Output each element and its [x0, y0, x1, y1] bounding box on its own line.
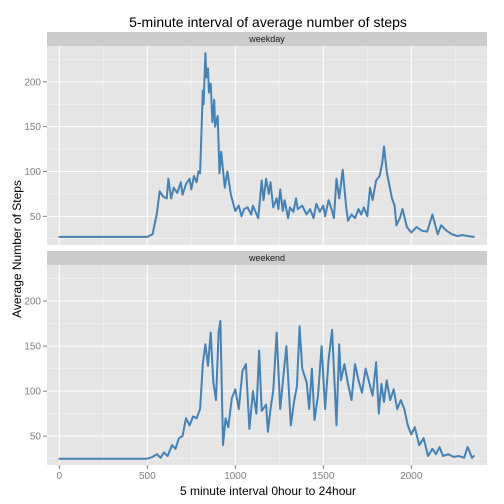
x-tick-label: 1500	[312, 471, 335, 482]
y-tick-label: 200	[24, 77, 41, 88]
x-tick-label: 0	[57, 471, 63, 482]
y-tick-label: 200	[24, 297, 41, 308]
y-tick-label: 100	[24, 387, 41, 398]
strip-weekday	[47, 32, 487, 46]
y-tick-label: 150	[24, 122, 41, 133]
plot-title: 5-minute interval of average number of s…	[129, 14, 407, 30]
panel-weekday: weekday 50 100 150 200	[24, 32, 487, 245]
y-tick-label: 50	[30, 432, 42, 443]
strip-label-weekday: weekday	[248, 34, 285, 44]
y-tick-label: 100	[24, 167, 41, 178]
x-tick-label: 500	[139, 471, 156, 482]
strip-weekend	[47, 251, 487, 265]
series-line-weekday	[58, 52, 475, 238]
panel-background-weekday	[47, 46, 487, 245]
strip-label-weekend: weekend	[248, 253, 285, 263]
y-axis-title: Average Number of Steps	[10, 180, 24, 318]
series-line-weekend	[58, 319, 475, 460]
x-tick-label: 2000	[400, 471, 423, 482]
y-tick-label: 50	[30, 212, 42, 223]
panel-background-weekend	[47, 265, 487, 465]
x-axis-title: 5 minute interval 0hour to 24hour	[180, 484, 356, 498]
y-tick-label: 150	[24, 342, 41, 353]
x-tick-label: 1000	[224, 471, 247, 482]
panel-weekend: weekend 50 100 150 200	[24, 251, 487, 465]
